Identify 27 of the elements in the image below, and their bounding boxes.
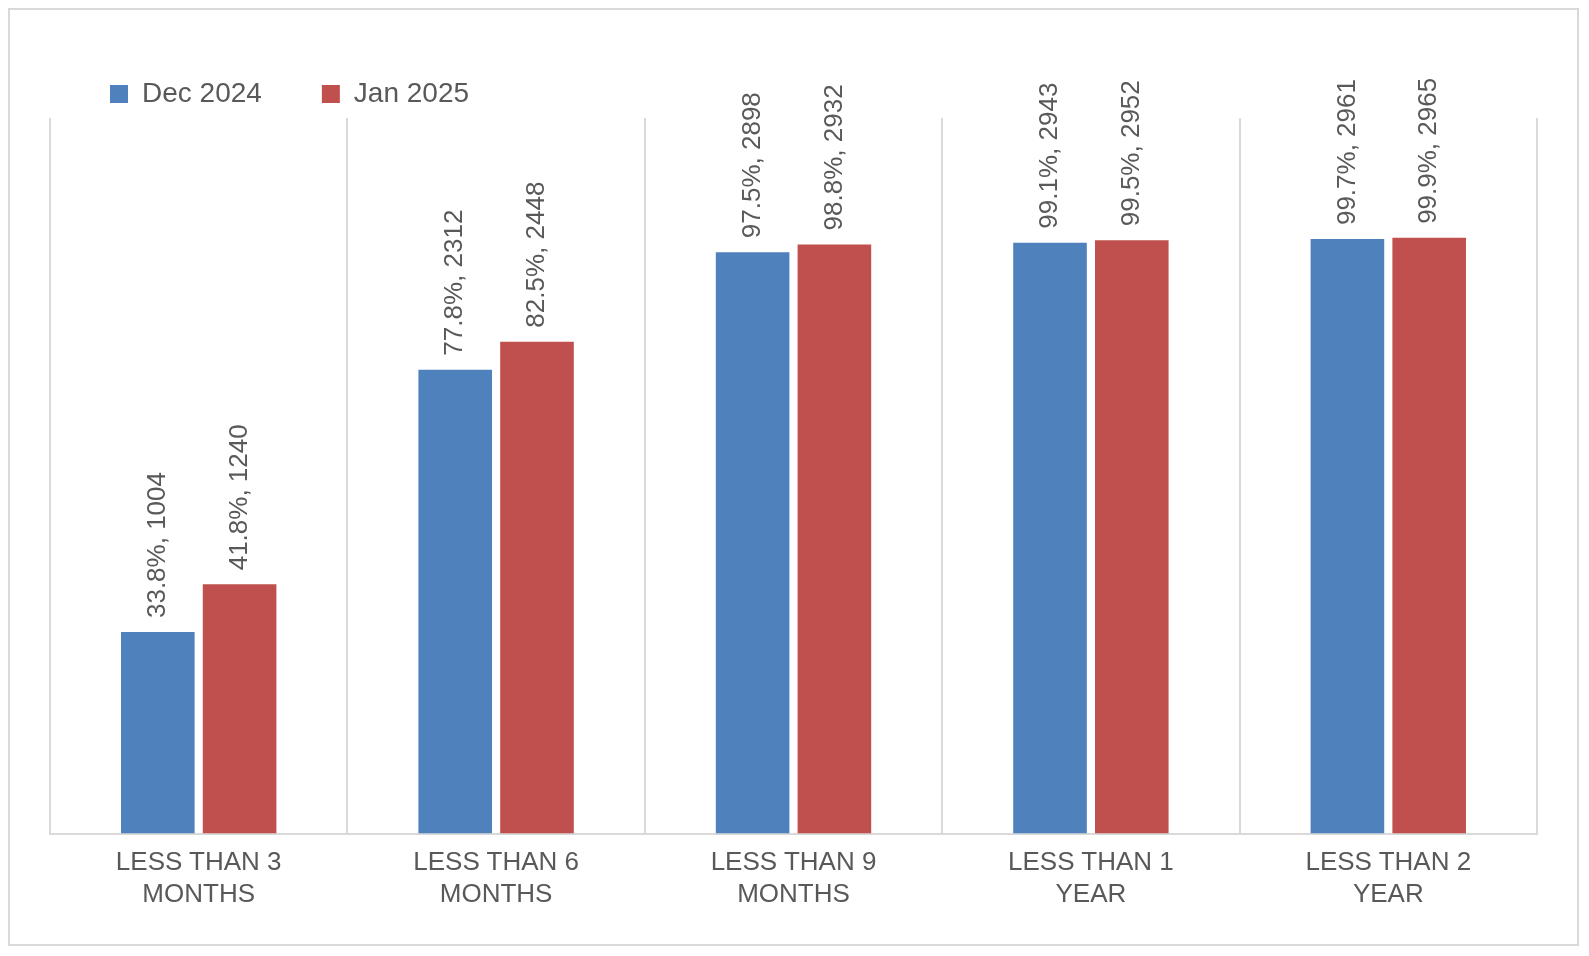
x-tick-label: LESS THAN 9 MONTHS [710,846,877,908]
data-label: 77.8%, 2312 [438,209,469,356]
data-label: 98.8%, 2932 [817,84,848,231]
x-tick-label: LESS THAN 2 YEAR [1305,846,1472,908]
x-tick-label: LESS THAN 1 YEAR [1008,846,1174,908]
bar [1392,237,1466,834]
data-label: 97.5%, 2898 [735,92,766,239]
data-label: 41.8%, 1240 [222,424,253,571]
bar [418,369,493,834]
bar [1310,239,1385,834]
data-label: 99.7%, 2961 [1330,79,1361,226]
legend-label: Jan 2025 [353,76,470,108]
bar [121,632,195,834]
bar [1094,240,1169,834]
bar [1013,242,1087,834]
data-label: 33.8%, 1004 [140,472,171,619]
bar [715,252,790,834]
data-label: 99.1%, 2943 [1033,82,1064,229]
bar [500,341,574,834]
x-tick-label: LESS THAN 3 MONTHS [115,846,282,908]
data-label: 82.5%, 2448 [520,181,551,328]
data-label: 99.5%, 2952 [1114,80,1145,227]
bar [797,244,872,834]
data-label: 99.9%, 2965 [1412,77,1443,224]
legend-label: Dec 2024 [142,76,262,108]
x-tick-label: LESS THAN 6 MONTHS [413,846,579,908]
bar [202,584,277,834]
